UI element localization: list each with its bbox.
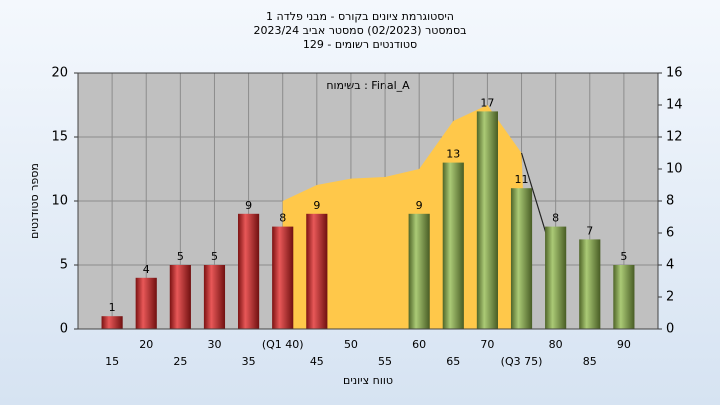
y-tick-label: 5 (60, 258, 68, 273)
x-tick-label: 35 (242, 355, 256, 368)
y2-tick-label: 6 (666, 226, 674, 241)
chart-subtitle: בסמסטר (02/2023) סמסטר אביב 2023/24 (253, 24, 466, 37)
bar (442, 162, 464, 329)
data-label: 8 (552, 212, 559, 225)
y2-tick-label: 14 (666, 98, 683, 113)
bar (203, 265, 226, 329)
data-label: 5 (177, 250, 184, 263)
bar (238, 213, 260, 329)
x-tick-label: 15 (105, 355, 119, 368)
bar (169, 265, 191, 329)
y2-tick-label: 0 (666, 322, 674, 337)
data-label: 4 (143, 263, 150, 276)
plot-border (77, 72, 659, 330)
area (282, 105, 529, 329)
bar (135, 277, 157, 329)
y2-tick-label: 8 (666, 194, 674, 209)
x-tick-label: 80 (549, 338, 563, 351)
data-label: 13 (446, 148, 460, 161)
x-axis-label: טווח ציונים (343, 374, 393, 387)
data-label: 9 (416, 199, 423, 212)
x-tick-label: 25 (173, 355, 187, 368)
chart-subtitle: סטודנטים רשומים - 129 (303, 38, 417, 51)
x-tick-label: (Q1 40) (262, 338, 304, 351)
data-label: 17 (480, 96, 494, 109)
data-label: 1 (109, 301, 116, 314)
x-tick-label: 90 (617, 338, 631, 351)
data-label: 5 (620, 250, 627, 263)
x-tick-label: 20 (139, 338, 153, 351)
y2-tick-label: 12 (666, 130, 683, 145)
bar (306, 213, 328, 329)
x-tick-label: (Q3 75) (501, 355, 543, 368)
bar (579, 239, 601, 329)
x-tick-label: 45 (310, 355, 324, 368)
x-tick-label: 85 (583, 355, 597, 368)
x-tick-label: 70 (480, 338, 494, 351)
x-tick-label: 30 (207, 338, 221, 351)
y2-tick-label: 16 (666, 66, 683, 81)
data-label: 9 (313, 199, 320, 212)
bar (476, 111, 498, 330)
x-tick-label: 55 (378, 355, 392, 368)
y2-tick-label: 4 (666, 258, 674, 273)
y-tick-label: 10 (51, 194, 68, 209)
bar (408, 213, 430, 329)
x-tick-label: 50 (344, 338, 358, 351)
y2-tick-label: 10 (666, 162, 683, 177)
y-tick-label: 15 (51, 130, 68, 145)
data-label: 7 (586, 224, 593, 237)
data-label: 9 (245, 199, 252, 212)
data-label: 8 (279, 212, 286, 225)
bar (101, 316, 123, 329)
y-axis-label: מספר סטודנטים (28, 163, 41, 239)
y-tick-label: 20 (51, 66, 68, 81)
data-label: 5 (211, 250, 218, 263)
bar (272, 226, 294, 329)
bar (545, 226, 567, 329)
annotation: בשימוח : Final_A (326, 79, 410, 92)
bar (510, 188, 533, 329)
y2-tick-label: 2 (666, 290, 674, 305)
chart-title: היסטוגרמת ציונים בקורס - מבני פלדה 1 (266, 10, 454, 23)
x-tick-label: 60 (412, 338, 426, 351)
y-tick-label: 0 (60, 322, 68, 337)
bar (613, 265, 635, 329)
data-label: 11 (515, 173, 529, 186)
x-tick-label: 65 (446, 355, 460, 368)
